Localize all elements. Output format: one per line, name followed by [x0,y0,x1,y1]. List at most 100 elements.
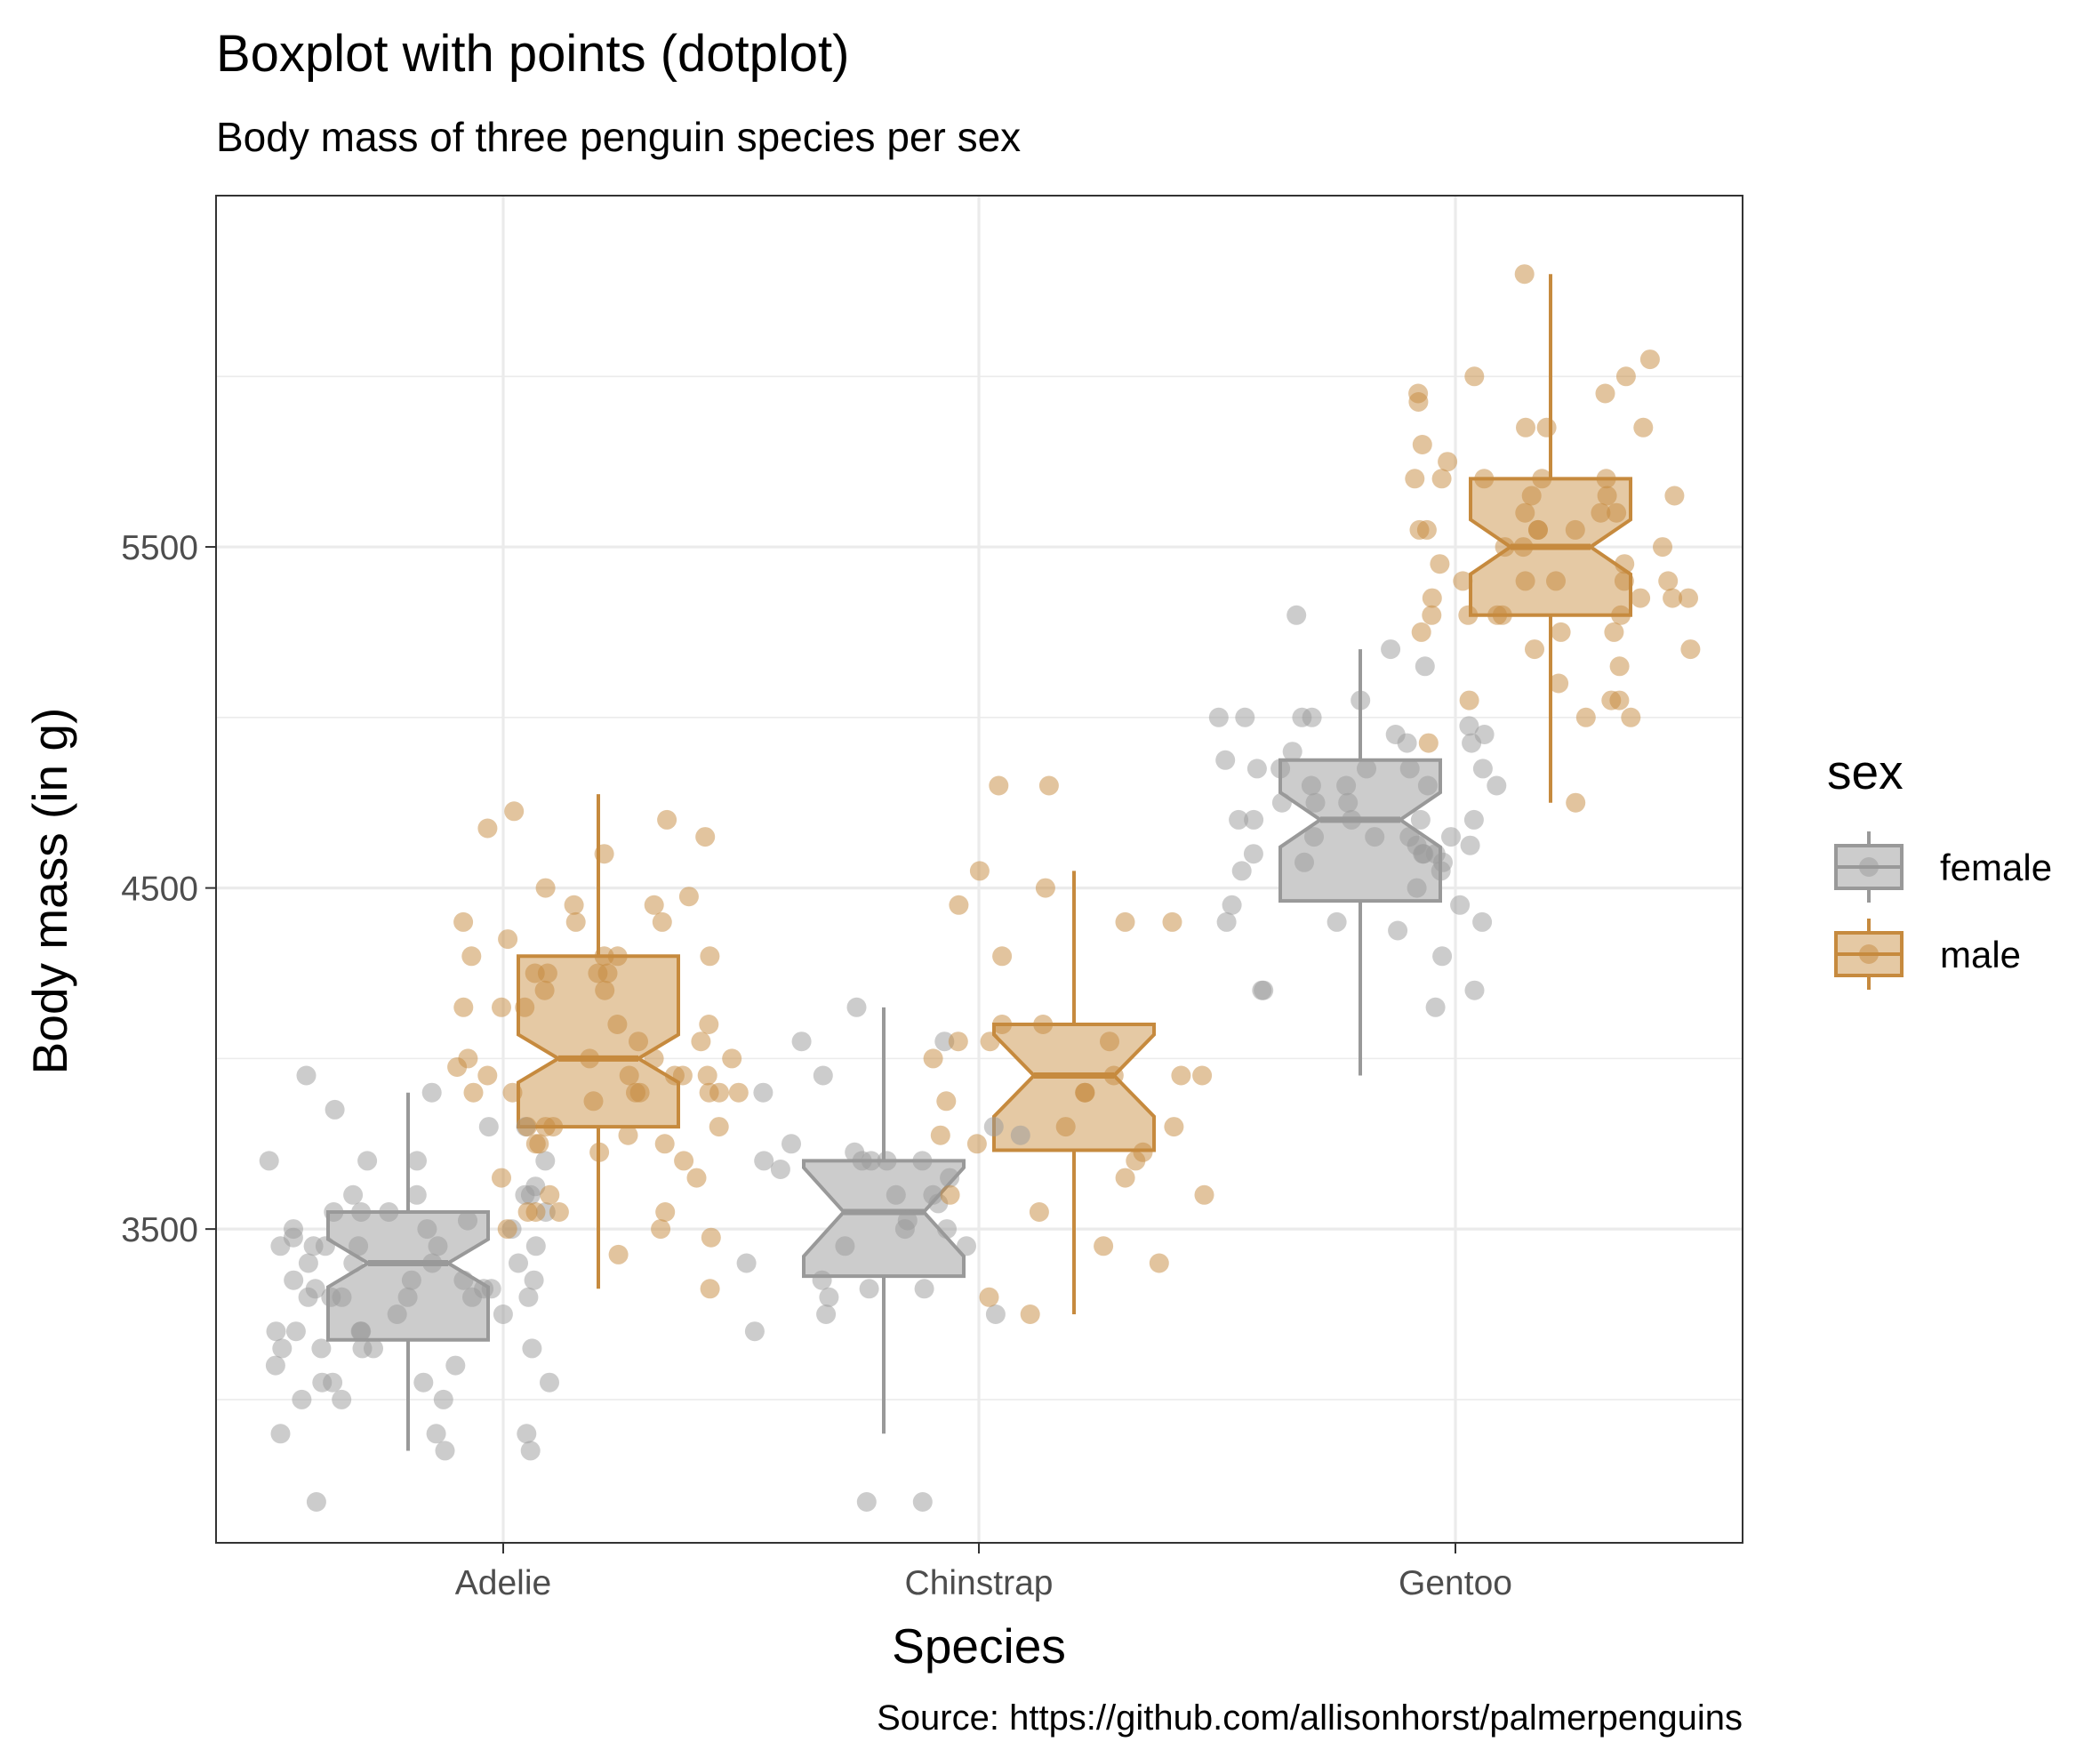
data-point-female [1301,775,1321,796]
data-point-female [1286,605,1307,625]
chart-caption: Source: https://github.com/allisonhorst/… [877,1698,1743,1738]
data-point-female [1474,725,1495,744]
data-point-male [674,1151,694,1171]
data-point-male [1409,519,1430,540]
data-point-male [1412,435,1432,454]
data-point-female [835,1236,855,1256]
data-point-male [722,1048,742,1069]
data-point-male [1038,775,1059,796]
data-point-female [270,1424,291,1444]
data-point-female [781,1134,801,1154]
data-point-male [1566,792,1586,813]
data-point-male [1422,588,1442,608]
data-point-female [379,1202,399,1222]
data-point-female [1294,852,1314,872]
data-point-male [1609,690,1630,710]
data-point-male [534,980,555,1000]
data-point-female [754,1151,774,1171]
data-point-male [1431,469,1452,489]
data-point-male [515,997,535,1017]
data-point-female [1415,656,1435,677]
data-point-female [332,1389,352,1409]
data-point-female [1487,775,1507,796]
data-point-female [1010,1125,1030,1145]
chart-title: Boxplot with points (dotplot) [216,25,849,83]
data-point-male [1115,1168,1135,1188]
data-point-female [259,1151,279,1171]
data-point-female [1270,759,1291,779]
data-point-male [1521,486,1542,506]
data-point-female [1246,759,1267,779]
data-point-male [654,1134,675,1154]
data-point-female [914,1279,934,1299]
data-point-female [357,1151,378,1171]
legend-key-female [1834,831,1904,903]
data-point-female [819,1287,839,1307]
data-point-female [265,1355,285,1376]
data-point-female [923,1184,943,1205]
data-point-female [912,1492,933,1512]
data-point-female [481,1279,501,1299]
data-point-female [1292,707,1312,727]
data-point-male [1464,366,1485,387]
data-point-male [589,1142,610,1162]
data-point-male [1149,1253,1169,1273]
data-point-female [1407,878,1427,898]
data-point-female [937,1219,957,1240]
data-point-female [983,1117,1004,1137]
data-point-female [912,1151,933,1171]
data-point-male [1663,588,1683,608]
data-point-female [435,1441,455,1461]
data-point-female [1432,946,1453,967]
data-point-male [1094,1236,1114,1256]
data-point-male [607,1015,628,1034]
data-point-male [1611,605,1631,625]
data-point-female [298,1253,318,1273]
data-point-male [728,1082,749,1103]
data-point-male [1492,605,1512,625]
data-point-male [595,980,615,1000]
data-point-female [813,1065,833,1086]
data-point-female [1388,920,1408,941]
data-point-female [1357,759,1376,779]
data-point-female [421,1082,442,1103]
data-point-female [520,1184,541,1205]
data-point-male [1055,1117,1076,1137]
data-point-male [619,1065,639,1086]
data-point-female [791,1032,812,1052]
data-point-male [1516,417,1535,438]
data-point-male [1194,1184,1214,1205]
notched-box [992,1023,1156,1152]
data-point-female [1231,861,1252,881]
data-point-male [535,1117,556,1137]
data-point-female [1472,911,1493,932]
data-point-male [502,1082,523,1103]
data-point-female [522,1338,542,1359]
data-point-female [351,1202,372,1222]
data-point-female [422,1253,443,1273]
data-point-female [406,1184,427,1205]
data-point-female [321,1287,341,1307]
data-point-female [433,1389,453,1409]
data-point-female [1222,895,1242,915]
data-point-female [753,1082,773,1103]
data-point-male [1513,537,1534,558]
data-point-female [1385,725,1406,744]
data-point-male [930,1125,950,1145]
chart-subtitle: Body mass of three penguin species per s… [216,114,1021,160]
data-point-female [877,1151,897,1171]
data-point-male [1621,707,1641,727]
data-point-male [1639,349,1660,370]
data-point-male [1075,1082,1095,1103]
data-point-male [1418,733,1439,753]
data-point-male [652,911,672,932]
data-point-female [407,1151,427,1171]
data-point-male [517,1202,538,1222]
data-point-female [272,1338,293,1359]
data-point-male [549,1202,569,1222]
data-point-male [504,801,525,822]
data-point-female [311,1338,332,1359]
data-point-male [697,1065,717,1086]
data-point-female [1472,759,1493,779]
data-point-male [1514,264,1535,285]
